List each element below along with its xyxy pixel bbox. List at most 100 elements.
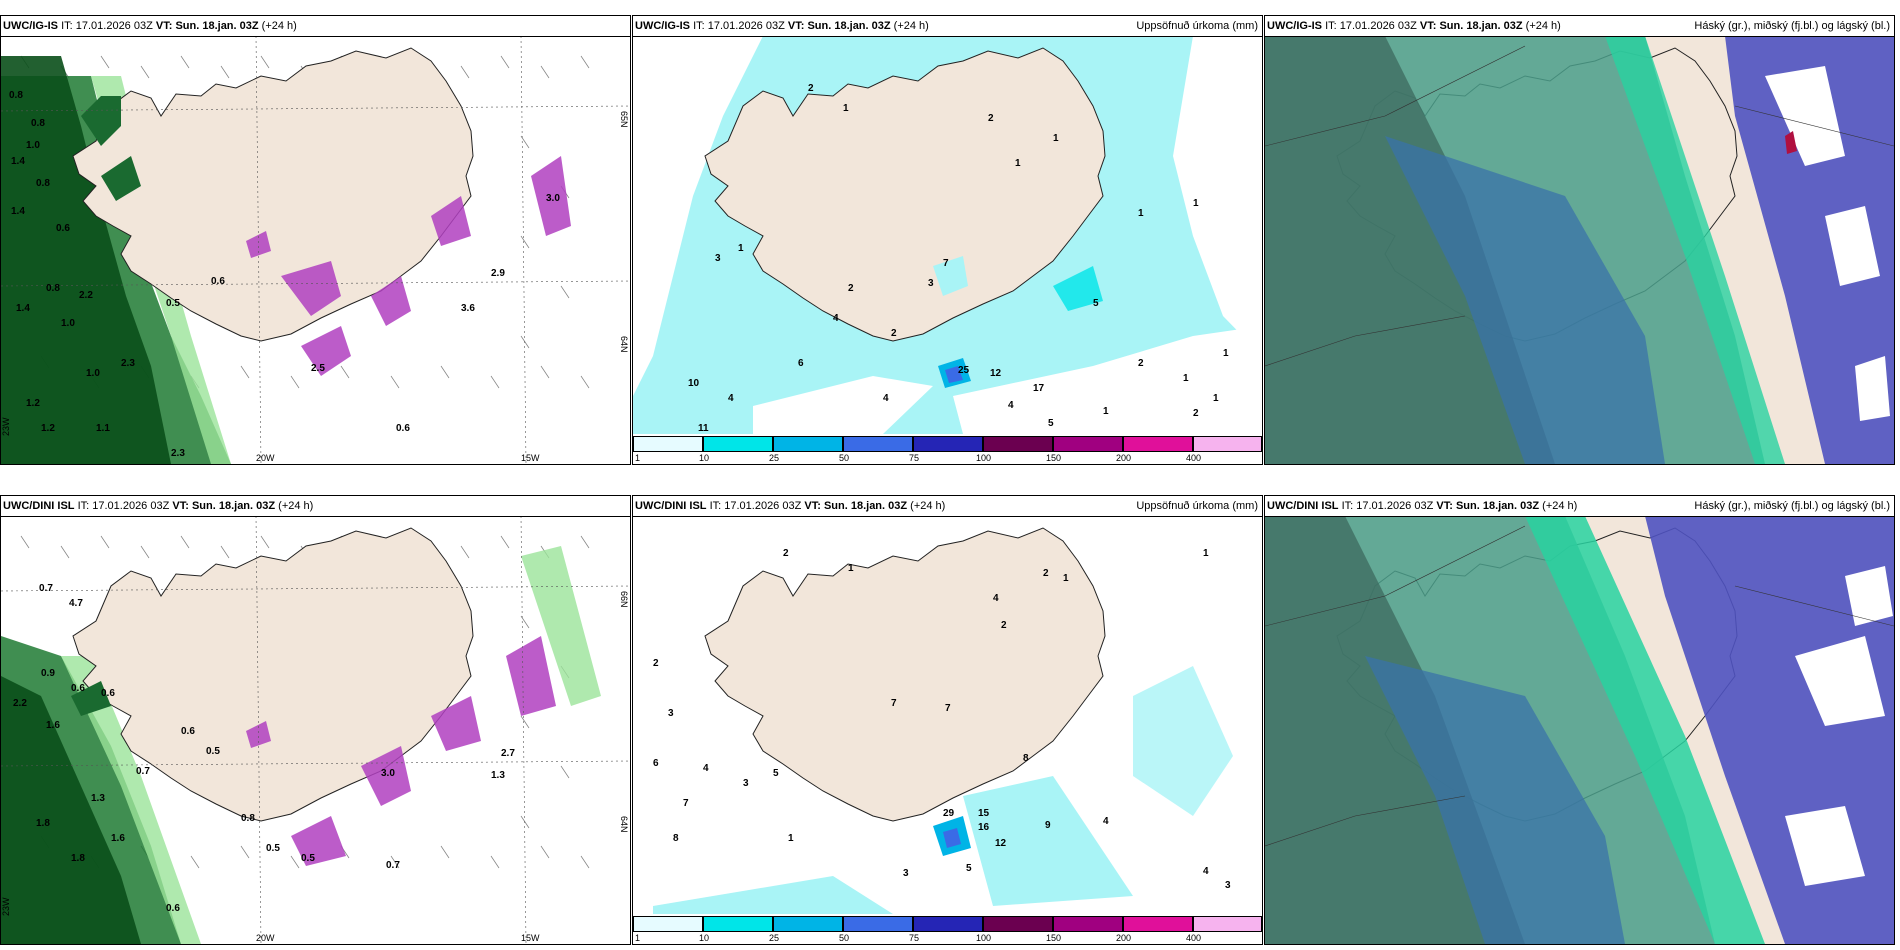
cbar-swatch: [1193, 916, 1262, 932]
svg-text:1: 1: [1103, 406, 1109, 417]
cbar-swatch: [703, 916, 773, 932]
svg-text:0.5: 0.5: [301, 853, 315, 864]
svg-text:10: 10: [688, 378, 700, 389]
svg-text:3.0: 3.0: [546, 193, 560, 204]
svg-text:1.1: 1.1: [96, 423, 110, 434]
svg-text:4: 4: [833, 313, 839, 324]
cbar-swatch: [843, 916, 913, 932]
svg-text:3.6: 3.6: [461, 303, 475, 314]
cloud-map: [1265, 516, 1894, 944]
svg-text:2: 2: [891, 328, 897, 339]
cbar-swatch: [843, 436, 913, 452]
panel-header: UWC/IG-IS IT: 17.01.2026 03Z VT: Sun. 18…: [1, 16, 630, 37]
svg-text:2: 2: [1138, 358, 1144, 369]
svg-text:4: 4: [728, 393, 734, 404]
svg-text:20W: 20W: [256, 933, 275, 943]
svg-text:7: 7: [943, 258, 949, 269]
svg-text:7: 7: [945, 703, 951, 714]
svg-text:4: 4: [993, 593, 999, 604]
panel-header: UWC/IG-IS IT: 17.01.2026 03Z VT: Sun. 18…: [633, 16, 1262, 37]
svg-text:2: 2: [783, 548, 789, 559]
svg-text:1.2: 1.2: [41, 423, 55, 434]
svg-text:1: 1: [1193, 198, 1199, 209]
svg-text:0.6: 0.6: [71, 683, 85, 694]
precip-map: 2 1 2 1 1 1 3 1 2 4 1 6 7 3 2 4 5 25 12 …: [633, 36, 1262, 464]
svg-text:2: 2: [653, 658, 659, 669]
cbar-swatch: [1053, 436, 1123, 452]
svg-text:1.0: 1.0: [26, 140, 40, 151]
svg-text:1.0: 1.0: [86, 368, 100, 379]
svg-text:4.7: 4.7: [69, 598, 83, 609]
svg-text:1: 1: [788, 833, 794, 844]
svg-text:8: 8: [1023, 753, 1029, 764]
svg-text:2: 2: [1193, 408, 1199, 419]
wind-map: 0.7 4.7 0.9 0.6 0.6 2.2 1.6 0.6 0.5 0.7 …: [1, 516, 630, 944]
svg-text:0.8: 0.8: [241, 813, 255, 824]
svg-text:64N: 64N: [619, 336, 629, 353]
cbar-swatch: [1123, 916, 1193, 932]
cbar-swatch: [983, 436, 1053, 452]
svg-text:1: 1: [1183, 373, 1189, 384]
svg-text:64N: 64N: [619, 816, 629, 833]
svg-text:6: 6: [798, 358, 804, 369]
svg-text:3: 3: [743, 778, 749, 789]
svg-text:4: 4: [703, 763, 709, 774]
svg-text:1.4: 1.4: [16, 303, 30, 314]
cbar-swatch: [773, 436, 843, 452]
svg-text:66N: 66N: [619, 591, 629, 608]
svg-text:0.6: 0.6: [181, 726, 195, 737]
svg-text:4: 4: [1103, 816, 1109, 827]
svg-text:2.2: 2.2: [13, 698, 27, 709]
svg-text:2.3: 2.3: [171, 448, 185, 459]
svg-text:3: 3: [668, 708, 674, 719]
cbar-swatch: [633, 436, 703, 452]
svg-text:0.6: 0.6: [211, 276, 225, 287]
svg-text:5: 5: [966, 863, 972, 874]
svg-text:1.2: 1.2: [26, 398, 40, 409]
cbar-swatch: [1053, 916, 1123, 932]
svg-text:12: 12: [990, 368, 1002, 379]
svg-text:7: 7: [891, 698, 897, 709]
panel-cloud-row1: UWC/IG-IS IT: 17.01.2026 03Z VT: Sun. 18…: [1264, 15, 1895, 465]
cbar-swatch: [913, 436, 983, 452]
svg-text:1: 1: [1203, 548, 1209, 559]
svg-text:0.9: 0.9: [41, 668, 55, 679]
svg-text:1.8: 1.8: [71, 853, 85, 864]
svg-text:0.8: 0.8: [36, 178, 50, 189]
svg-text:1: 1: [1015, 158, 1021, 169]
svg-text:17: 17: [1033, 383, 1045, 394]
svg-text:4: 4: [883, 393, 889, 404]
svg-text:5: 5: [1093, 298, 1099, 309]
svg-text:0.7: 0.7: [386, 860, 400, 871]
svg-text:2: 2: [1043, 568, 1049, 579]
panel-header: UWC/DINI ISL IT: 17.01.2026 03Z VT: Sun.…: [1265, 496, 1894, 517]
cloud-map: [1265, 36, 1894, 464]
svg-text:23W: 23W: [1, 417, 11, 436]
svg-text:1.4: 1.4: [11, 206, 25, 217]
svg-text:16: 16: [978, 822, 990, 833]
svg-text:2.2: 2.2: [79, 290, 93, 301]
svg-text:1.3: 1.3: [91, 793, 105, 804]
panel-wind-row2: UWC/DINI ISL IT: 17.01.2026 03Z VT: Sun.…: [0, 495, 631, 945]
svg-text:7: 7: [683, 798, 689, 809]
svg-text:12: 12: [995, 838, 1007, 849]
cbar-swatch: [913, 916, 983, 932]
svg-text:1: 1: [843, 103, 849, 114]
panel-header: UWC/DINI ISL IT: 17.01.2026 03Z VT: Sun.…: [633, 496, 1262, 517]
svg-text:1: 1: [1223, 348, 1229, 359]
svg-text:1: 1: [738, 243, 744, 254]
svg-text:8: 8: [673, 833, 679, 844]
svg-text:0.6: 0.6: [396, 423, 410, 434]
svg-text:4: 4: [1008, 400, 1014, 411]
svg-text:1.0: 1.0: [61, 318, 75, 329]
wind-map: 0.8 0.8 1.0 1.4 0.8 1.4 0.6 0.8 1.4 2.2 …: [1, 36, 630, 464]
svg-text:0.6: 0.6: [166, 903, 180, 914]
panel-header: UWC/IG-IS IT: 17.01.2026 03Z VT: Sun. 18…: [1265, 16, 1894, 37]
cbar-swatch: [1123, 436, 1193, 452]
panel-header: UWC/DINI ISL IT: 17.01.2026 03Z VT: Sun.…: [1, 496, 630, 517]
svg-text:3: 3: [928, 278, 934, 289]
svg-text:0.6: 0.6: [56, 223, 70, 234]
svg-text:29: 29: [943, 808, 955, 819]
svg-text:3.0: 3.0: [381, 768, 395, 779]
svg-text:1.6: 1.6: [46, 720, 60, 731]
